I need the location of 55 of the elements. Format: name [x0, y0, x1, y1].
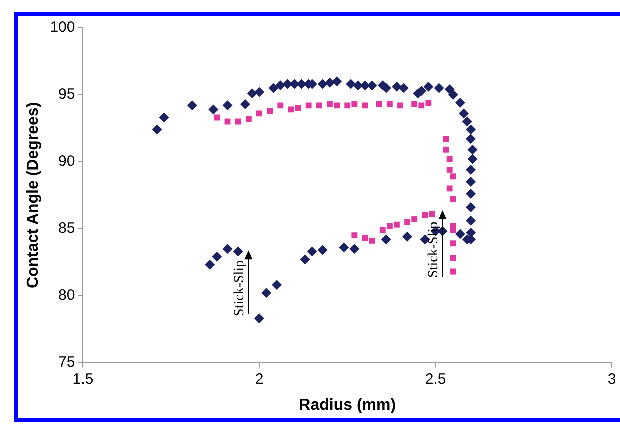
y-tick-label: 95	[58, 86, 76, 104]
point	[450, 240, 456, 247]
y-tick-label: 80	[58, 286, 76, 304]
point	[327, 101, 333, 108]
point	[214, 114, 220, 121]
point	[362, 102, 368, 109]
x-tick-label: 2.5	[425, 370, 446, 388]
point	[386, 101, 393, 108]
point	[369, 238, 376, 244]
point	[446, 166, 453, 173]
point	[429, 211, 436, 218]
point	[334, 102, 340, 109]
x-tick-label: 2	[255, 370, 264, 388]
point	[443, 146, 450, 153]
point	[267, 108, 274, 114]
point	[256, 110, 262, 117]
point	[386, 223, 393, 230]
point	[380, 227, 386, 234]
point	[426, 100, 432, 106]
point	[316, 102, 322, 109]
point	[450, 227, 456, 234]
point	[306, 102, 312, 109]
point	[418, 102, 425, 109]
y-tick-label: 75	[58, 354, 76, 371]
y-tick-label: 100	[50, 19, 76, 36]
point	[412, 216, 418, 222]
point	[235, 118, 242, 125]
annotation: Stick-Slip	[426, 222, 442, 278]
point	[352, 101, 358, 108]
annotation: Stick-Slip	[232, 260, 248, 316]
point	[450, 196, 456, 202]
point	[450, 255, 456, 262]
y-axis-title: Contact Angle (Degrees)	[25, 102, 42, 288]
y-tick-label: 90	[58, 153, 76, 170]
x-tick-label: 1.5	[72, 370, 94, 388]
point	[450, 268, 456, 275]
point	[288, 106, 294, 113]
point	[352, 232, 358, 239]
point	[376, 101, 382, 108]
point	[398, 102, 404, 109]
x-axis-title: Radius (mm)	[299, 396, 396, 414]
point	[394, 222, 400, 228]
point	[422, 212, 428, 218]
point	[446, 156, 453, 162]
x-tick-label: 3	[608, 370, 616, 388]
point	[278, 102, 284, 109]
point	[443, 136, 450, 142]
point	[446, 186, 453, 192]
y-tick-label: 85	[58, 220, 76, 238]
point	[295, 105, 302, 112]
point	[450, 174, 456, 180]
point	[412, 101, 418, 108]
point	[344, 102, 351, 109]
point	[246, 116, 252, 122]
point	[404, 219, 411, 226]
